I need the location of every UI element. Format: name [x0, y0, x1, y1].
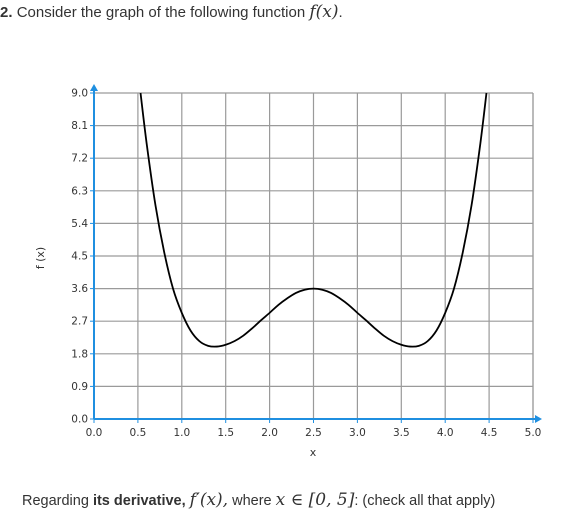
y-tick-label: 4.5 — [71, 251, 88, 263]
function-notation: f(x) — [309, 2, 339, 22]
y-tick-label: 0.0 — [71, 414, 88, 426]
y-tick-label: 1.8 — [71, 348, 88, 360]
derivative-notation: f′(x), — [189, 490, 229, 510]
axes — [90, 84, 542, 423]
question-text: 2. Consider the graph of the following f… — [0, 2, 343, 22]
prompt-bold: its derivative, — [92, 493, 186, 509]
question-period: . — [338, 4, 343, 21]
y-tick-label: 6.3 — [71, 185, 88, 197]
y-tick-label: 3.6 — [71, 283, 88, 295]
y-tick-label: 8.1 — [71, 120, 88, 132]
x-axis-arrow — [535, 415, 542, 423]
y-tick-label: 9.0 — [71, 88, 88, 100]
y-tick-label: 2.7 — [71, 316, 88, 328]
prompt-where: where — [232, 493, 272, 509]
x-tick-label: 2.0 — [261, 427, 278, 439]
x-tick-labels: 0.0 0.5 1.0 1.5 2.0 2.5 3.0 3.5 4.0 4.5 5.0 — [86, 427, 542, 439]
y-tick-labels: 0.0 0.9 1.8 2.7 3.6 4.5 5.4 6.3 7.2 8.1 9.0 — [71, 88, 88, 426]
prompt-suffix: : (check all that apply) — [354, 493, 496, 509]
y-axis-label: f (x) — [34, 247, 47, 269]
x-tick-label: 2.5 — [305, 427, 322, 439]
function-curve — [139, 92, 488, 348]
x-tick-label: 3.5 — [393, 427, 410, 439]
y-tick-label: 7.2 — [71, 153, 88, 165]
x-tick-label: 4.0 — [437, 427, 454, 439]
prompt-prefix: Regarding — [22, 493, 89, 509]
y-tick-label: 5.4 — [71, 218, 88, 230]
function-line — [139, 92, 488, 348]
derivative-prompt: Regarding its derivative, f′(x), where x… — [22, 490, 495, 510]
x-tick-label: 0.0 — [86, 427, 103, 439]
question-number: 2. — [0, 4, 13, 21]
x-tick-label: 5.0 — [525, 427, 542, 439]
x-tick-label: 1.0 — [173, 427, 190, 439]
domain-notation: x ∈ [0, 5] — [275, 490, 355, 510]
x-axis-label: x — [310, 446, 317, 459]
question-body: Consider the graph of the following func… — [16, 4, 306, 21]
x-tick-label: 0.5 — [130, 427, 147, 439]
x-tick-label: 1.5 — [217, 427, 234, 439]
x-tick-label: 3.0 — [349, 427, 366, 439]
y-tick-label: 0.9 — [71, 381, 88, 393]
y-axis-arrow — [90, 84, 98, 91]
x-tick-label: 4.5 — [481, 427, 498, 439]
